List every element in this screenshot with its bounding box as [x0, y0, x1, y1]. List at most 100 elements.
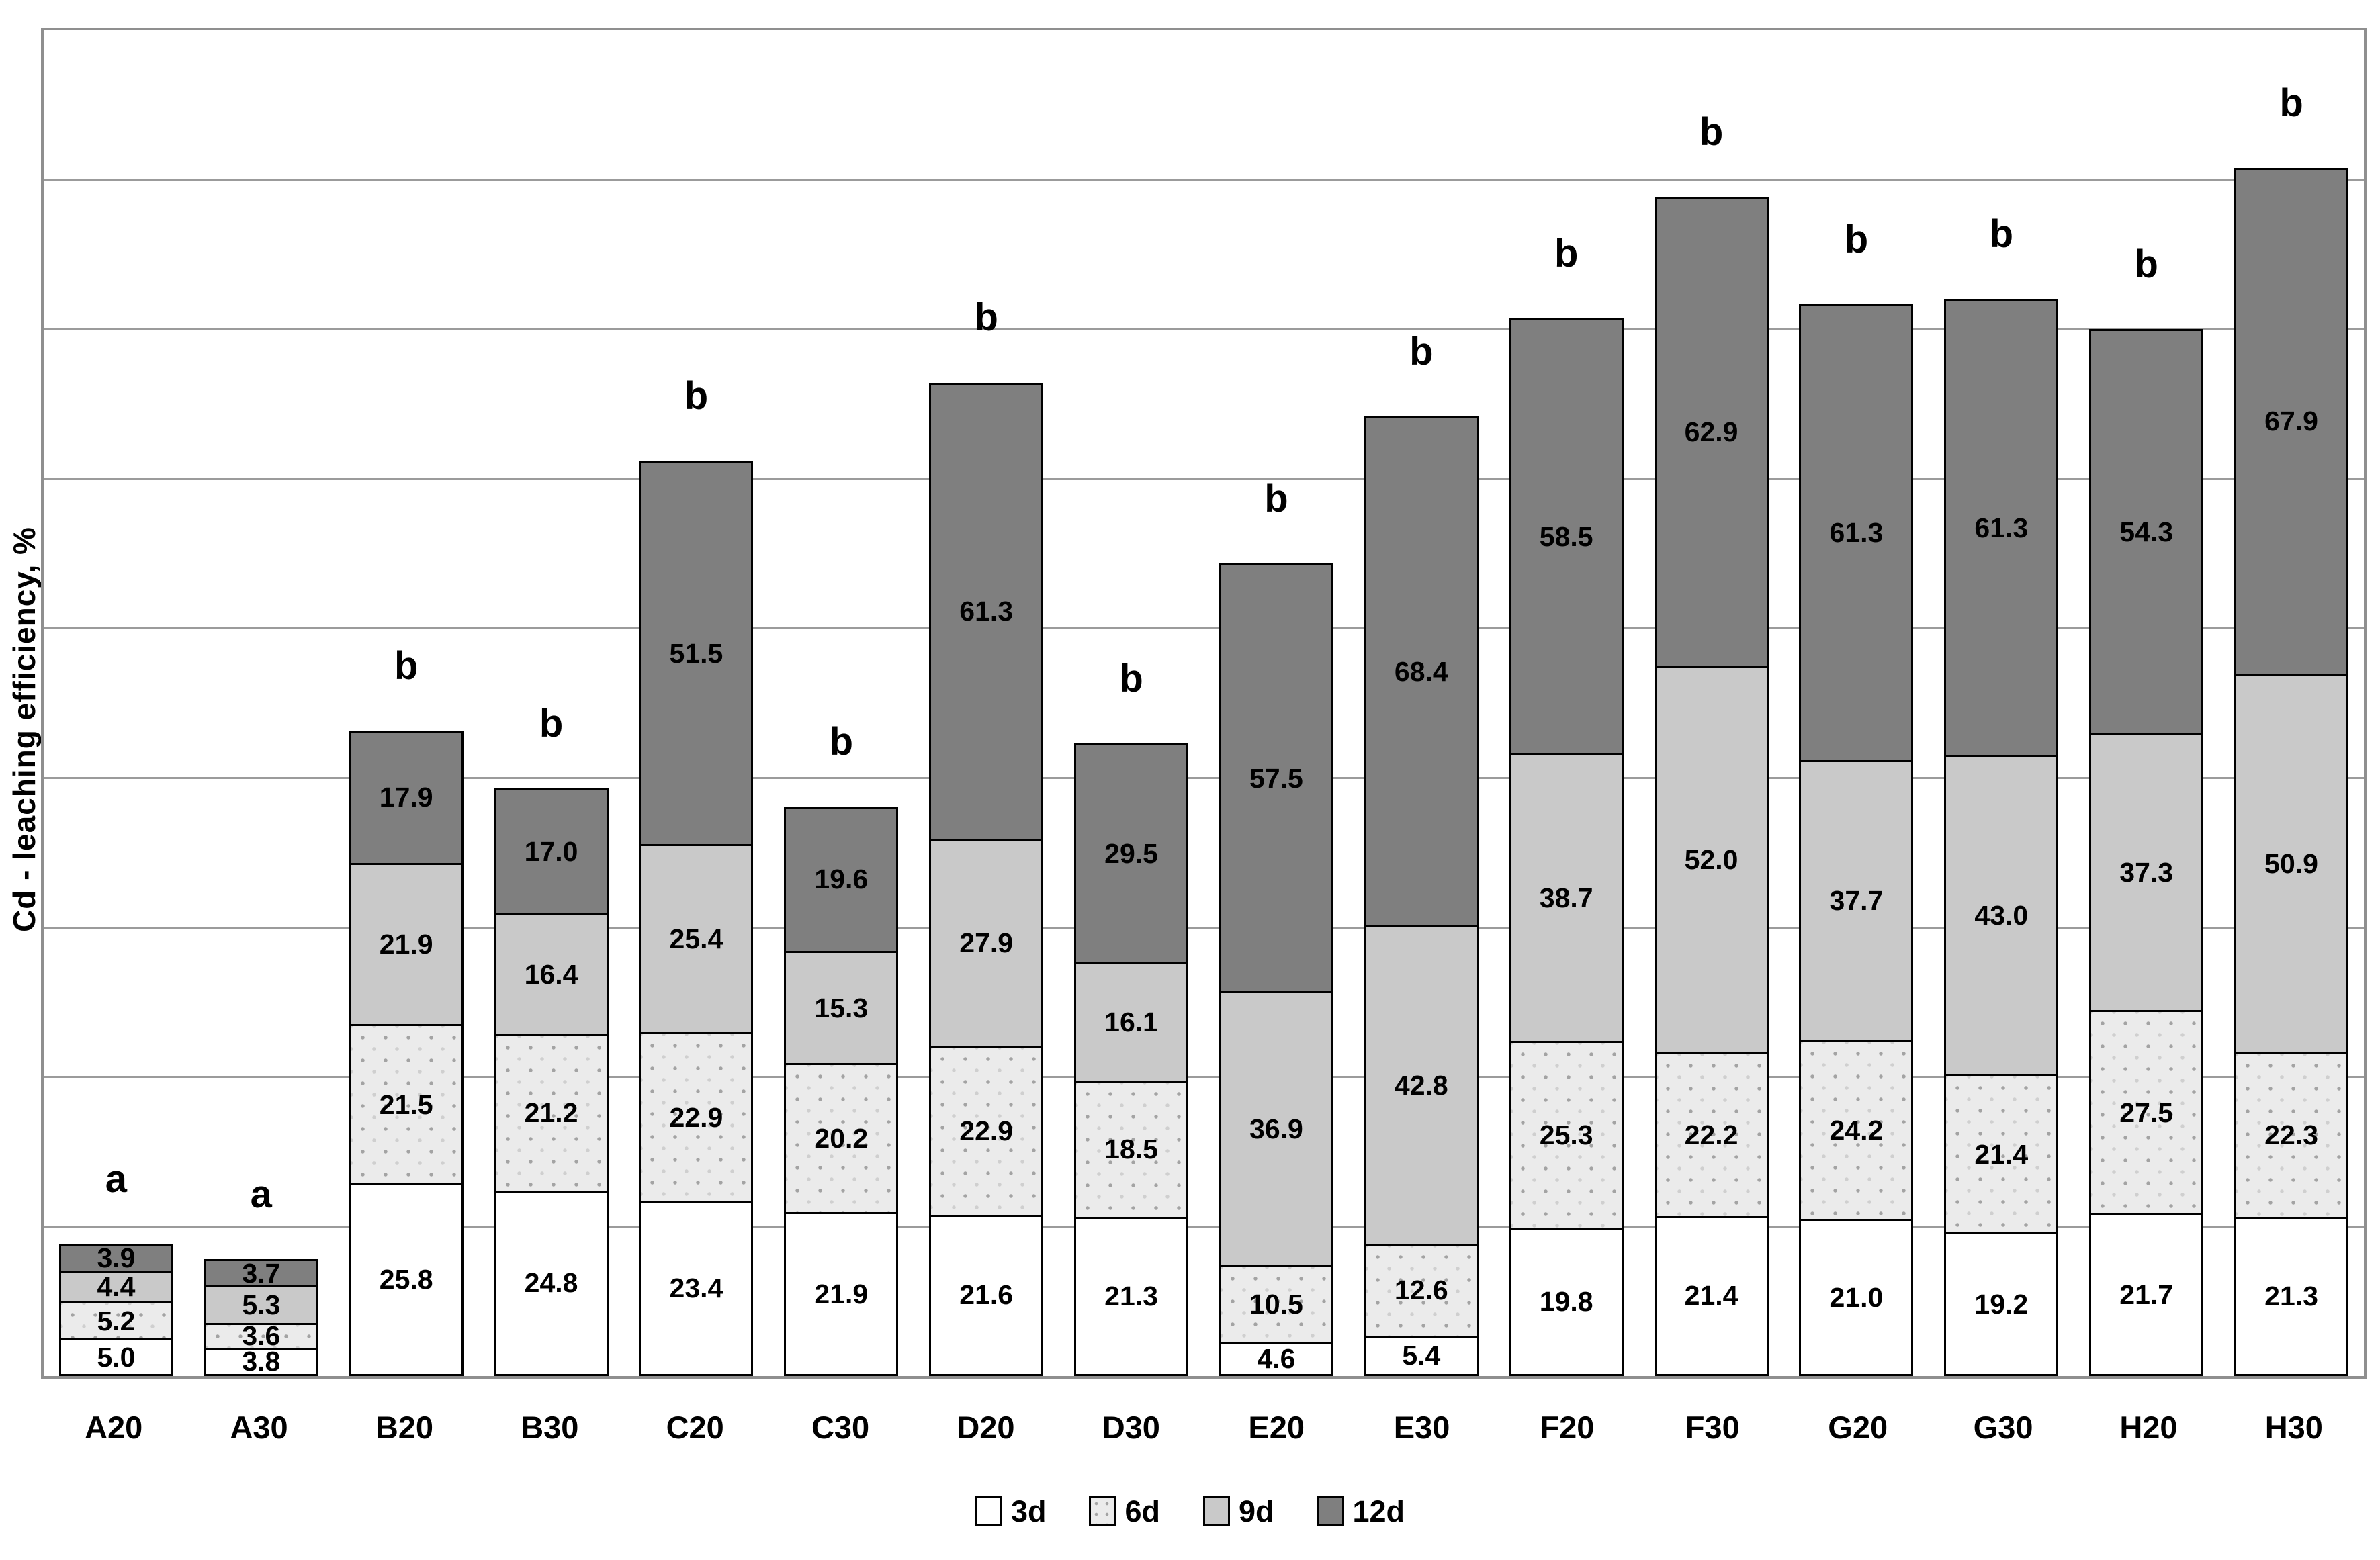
- bar-group-F20: b 58.5 38.7 25.3 19.8: [1494, 30, 1639, 1376]
- bar-segment-12d-A20: 3.9: [58, 1244, 173, 1273]
- bar-segment-12d-B30: 17.0: [494, 788, 609, 916]
- bar-stack-E30: 68.4 42.8 12.6 5.4: [1364, 416, 1479, 1376]
- bar-segment-6d-D20: 22.9: [929, 1045, 1044, 1217]
- bar-segment-12d-A30: 3.7: [204, 1259, 318, 1287]
- bar-segment-12d-C20: 51.5: [639, 461, 754, 846]
- legend: 3d 6d 9d 12d: [0, 1496, 2380, 1526]
- bar-stack-F20: 58.5 38.7 25.3 19.8: [1509, 318, 1624, 1376]
- bar-segment-9d-D30: 16.1: [1074, 962, 1189, 1083]
- bar-segment-3d-A20: 5.0: [58, 1338, 173, 1376]
- bar-group-H30: b 67.9 50.9 22.3 21.3: [2219, 30, 2364, 1376]
- bar-segment-12d-B20: 17.9: [349, 731, 464, 865]
- bar-segment-3d-B30: 24.8: [494, 1190, 609, 1376]
- x-axis-label-F30: F30: [1685, 1410, 1740, 1445]
- bar-segment-6d-E20: 10.5: [1219, 1265, 1333, 1344]
- bar-group-H20: b 54.3 37.3 27.5 21.7: [2074, 30, 2219, 1376]
- significance-letter-F20: b: [1554, 231, 1579, 275]
- x-axis-label-C30: C30: [811, 1410, 870, 1445]
- bar-segment-3d-D30: 21.3: [1074, 1216, 1189, 1376]
- bars-container: a 3.9 4.4 5.2 5.0 a 3.7 5.3 3.6 3.8 b 17.9 21.9 21.5 2…: [44, 30, 2364, 1376]
- x-axis-label-B30: B30: [521, 1410, 579, 1445]
- x-axis-label-D30: D30: [1102, 1410, 1160, 1445]
- bar-segment-6d-F20: 25.3: [1509, 1040, 1624, 1230]
- bar-group-G30: b 61.3 43.0 21.4 19.2: [1929, 30, 2074, 1376]
- bar-group-E20: b 57.5 36.9 10.5 4.6: [1204, 30, 1349, 1376]
- gridline-60: [44, 926, 2364, 929]
- bar-segment-9d-B20: 21.9: [349, 862, 464, 1027]
- bar-group-B20: b 17.9 21.9 21.5 25.8: [334, 30, 479, 1376]
- legend-item-6d: 6d: [1089, 1496, 1160, 1526]
- bar-segment-3d-C20: 23.4: [639, 1201, 754, 1376]
- significance-letter-B20: b: [394, 644, 418, 688]
- legend-label-12d: 12d: [1352, 1494, 1405, 1528]
- significance-letter-B30: b: [539, 702, 564, 746]
- y-axis-title: Cd - leaching efficiency, %: [7, 526, 42, 932]
- x-axis-label-F20: F20: [1540, 1410, 1595, 1445]
- bar-segment-12d-F30: 62.9: [1654, 197, 1769, 668]
- bar-segment-6d-H20: 27.5: [2089, 1010, 2204, 1216]
- significance-letter-G30: b: [1989, 212, 2014, 256]
- gridline-120: [44, 477, 2364, 480]
- bar-stack-F30: 62.9 52.0 22.2 21.4: [1654, 197, 1769, 1376]
- x-axis-label-E20: E20: [1248, 1410, 1305, 1445]
- bar-segment-6d-H30: 22.3: [2234, 1052, 2349, 1219]
- x-axis-label-B20: B20: [375, 1410, 434, 1445]
- significance-letter-F30: b: [1699, 110, 1724, 154]
- bar-segment-3d-F20: 19.8: [1509, 1228, 1624, 1376]
- legend-swatch-9d-icon: [1202, 1496, 1230, 1526]
- significance-letter-A30: a: [250, 1173, 272, 1217]
- bar-stack-G30: 61.3 43.0 21.4 19.2: [1944, 298, 2059, 1376]
- bar-stack-H30: 67.9 50.9 22.3 21.3: [2234, 167, 2349, 1376]
- legend-swatch-12d-icon: [1317, 1496, 1344, 1526]
- x-axis-label-A30: A30: [230, 1410, 288, 1445]
- significance-letter-E30: b: [1409, 329, 1434, 373]
- legend-label-3d: 3d: [1010, 1494, 1047, 1528]
- bar-segment-9d-D20: 27.9: [929, 838, 1044, 1048]
- bar-segment-12d-C30: 19.6: [784, 806, 899, 953]
- bar-segment-6d-B20: 21.5: [349, 1024, 464, 1185]
- bar-stack-C20: 51.5 25.4 22.9 23.4: [639, 461, 754, 1376]
- legend-swatch-3d-icon: [975, 1496, 1002, 1526]
- bar-segment-6d-D30: 18.5: [1074, 1080, 1189, 1219]
- x-axis-label-G20: G20: [1828, 1410, 1888, 1445]
- bar-segment-3d-E20: 4.6: [1219, 1341, 1333, 1376]
- bar-segment-9d-A20: 4.4: [58, 1271, 173, 1304]
- bar-segment-12d-G20: 61.3: [1799, 304, 1914, 763]
- bar-stack-D20: 61.3 27.9 22.9 21.6: [929, 382, 1044, 1376]
- bar-stack-B20: 17.9 21.9 21.5 25.8: [349, 731, 464, 1376]
- bar-segment-9d-C30: 15.3: [784, 950, 899, 1066]
- significance-letter-A20: a: [105, 1157, 128, 1201]
- x-axis-label-C20: C20: [666, 1410, 724, 1445]
- bar-group-E30: b 68.4 42.8 12.6 5.4: [1349, 30, 1494, 1376]
- bar-stack-A20: 3.9 4.4 5.2 5.0: [58, 1244, 173, 1376]
- bar-stack-G20: 61.3 37.7 24.2 21.0: [1799, 304, 1914, 1376]
- bar-segment-6d-G30: 21.4: [1944, 1074, 2059, 1235]
- x-axis-label-H20: H20: [2119, 1410, 2178, 1445]
- significance-letter-E20: b: [1264, 476, 1288, 520]
- bar-group-G20: b 61.3 37.7 24.2 21.0: [1784, 30, 1929, 1376]
- significance-letter-D30: b: [1119, 657, 1143, 701]
- significance-letter-G20: b: [1844, 217, 1869, 261]
- legend-label-9d: 9d: [1238, 1494, 1274, 1528]
- bar-segment-9d-F20: 38.7: [1509, 753, 1624, 1043]
- x-axis-label-A20: A20: [85, 1410, 143, 1445]
- significance-letter-C30: b: [829, 719, 854, 764]
- bar-segment-6d-A30: 3.6: [204, 1322, 318, 1350]
- bar-segment-9d-A30: 5.3: [204, 1285, 318, 1325]
- bar-segment-9d-E30: 42.8: [1364, 925, 1479, 1246]
- bar-stack-C30: 19.6 15.3 20.2 21.9: [784, 806, 899, 1376]
- bar-segment-6d-C30: 20.2: [784, 1063, 899, 1215]
- significance-letter-C20: b: [684, 374, 709, 418]
- bar-segment-9d-G30: 43.0: [1944, 755, 2059, 1076]
- gridline-20: [44, 1225, 2364, 1228]
- bar-segment-12d-H30: 67.9: [2234, 167, 2349, 676]
- bar-group-D20: b 61.3 27.9 22.9 21.6: [914, 30, 1059, 1376]
- bar-group-F30: b 62.9 52.0 22.2 21.4: [1639, 30, 1784, 1376]
- significance-letter-H20: b: [2134, 242, 2158, 287]
- bar-segment-12d-G30: 61.3: [1944, 298, 2059, 758]
- bar-segment-12d-D30: 29.5: [1074, 743, 1189, 964]
- x-axis-label-D20: D20: [957, 1410, 1015, 1445]
- bar-segment-3d-C30: 21.9: [784, 1212, 899, 1376]
- bar-segment-9d-C20: 25.4: [639, 843, 754, 1034]
